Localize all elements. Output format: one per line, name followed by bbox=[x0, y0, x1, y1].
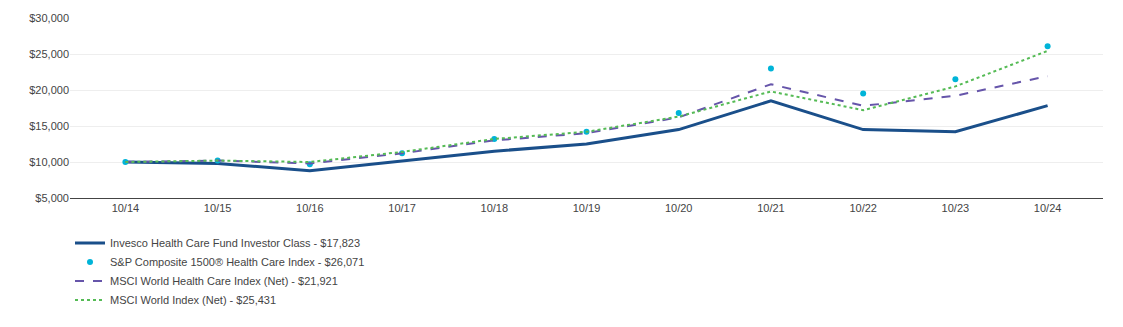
svg-text:10/14: 10/14 bbox=[112, 202, 140, 214]
svg-text:Invesco Health Care Fund Inves: Invesco Health Care Fund Investor Class … bbox=[110, 237, 360, 249]
svg-text:10/15: 10/15 bbox=[204, 202, 232, 214]
svg-text:10/18: 10/18 bbox=[481, 202, 509, 214]
svg-text:MSCI World Index (Net) - $25,4: MSCI World Index (Net) - $25,431 bbox=[110, 294, 276, 306]
svg-text:10/19: 10/19 bbox=[573, 202, 601, 214]
svg-text:$20,000: $20,000 bbox=[29, 84, 69, 96]
svg-text:S&P Composite 1500® Health Car: S&P Composite 1500® Health Care Index - … bbox=[110, 256, 364, 268]
svg-text:10/21: 10/21 bbox=[757, 202, 785, 214]
svg-text:10/20: 10/20 bbox=[665, 202, 693, 214]
svg-text:10/22: 10/22 bbox=[849, 202, 877, 214]
svg-text:$15,000: $15,000 bbox=[29, 120, 69, 132]
svg-text:10/17: 10/17 bbox=[388, 202, 416, 214]
svg-text:$10,000: $10,000 bbox=[29, 156, 69, 168]
svg-text:$25,000: $25,000 bbox=[29, 48, 69, 60]
svg-text:$30,000: $30,000 bbox=[29, 12, 69, 24]
svg-text:MSCI World Health Care Index (: MSCI World Health Care Index (Net) - $21… bbox=[110, 275, 338, 287]
svg-text:$5,000: $5,000 bbox=[35, 192, 69, 204]
svg-text:10/23: 10/23 bbox=[942, 202, 970, 214]
svg-text:10/16: 10/16 bbox=[296, 202, 324, 214]
svg-text:10/24: 10/24 bbox=[1034, 202, 1062, 214]
